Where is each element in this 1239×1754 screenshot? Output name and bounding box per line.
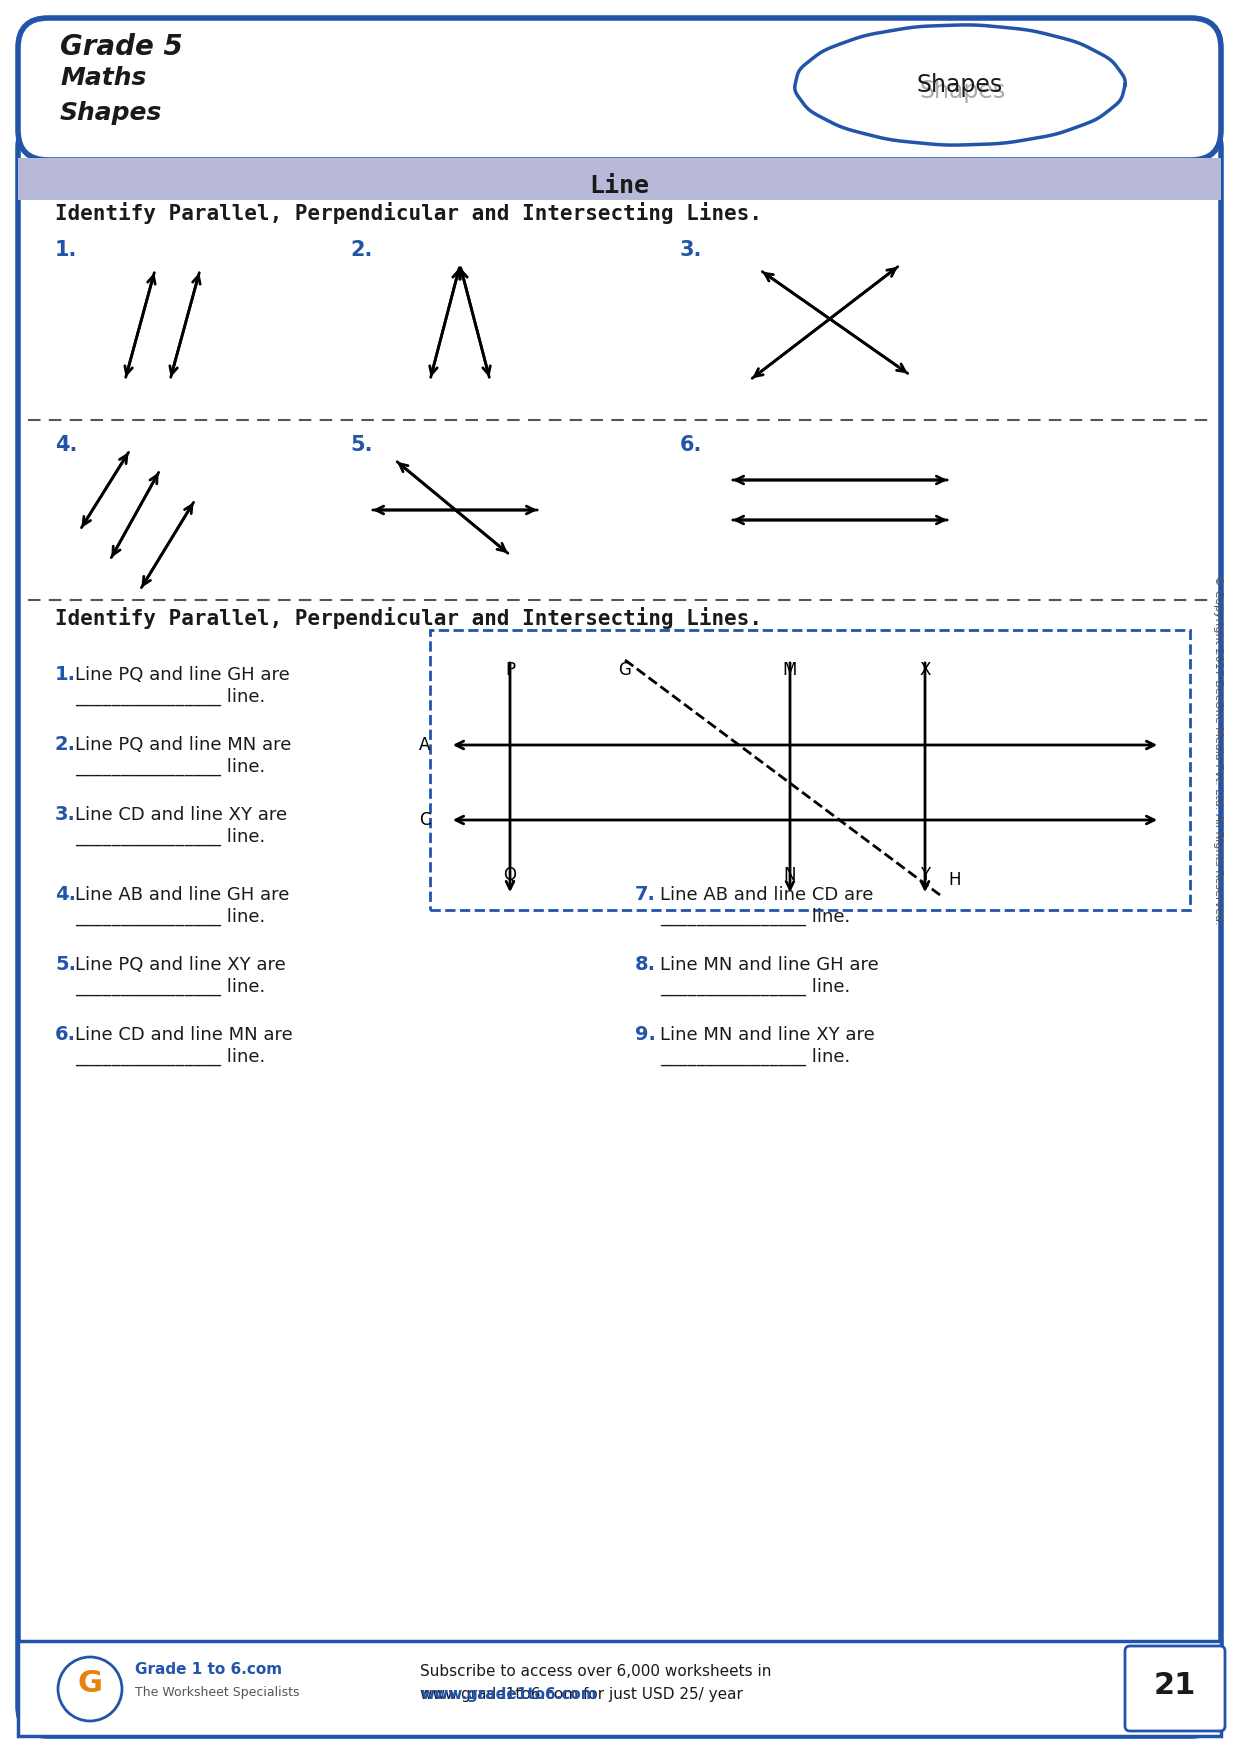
Text: X: X bbox=[919, 661, 930, 679]
Text: Y: Y bbox=[919, 866, 930, 884]
Text: A: A bbox=[419, 737, 431, 754]
Text: ________________ line.: ________________ line. bbox=[76, 828, 265, 845]
Bar bbox=[19, 1642, 1220, 1736]
Text: 6.: 6. bbox=[55, 1024, 76, 1044]
Text: Shapes: Shapes bbox=[917, 74, 1004, 96]
Text: Line PQ and line MN are: Line PQ and line MN are bbox=[76, 737, 291, 754]
Text: M: M bbox=[783, 661, 797, 679]
Text: N: N bbox=[784, 866, 797, 884]
Text: ________________ line.: ________________ line. bbox=[76, 758, 265, 777]
FancyBboxPatch shape bbox=[19, 18, 1220, 160]
Text: 9.: 9. bbox=[636, 1024, 655, 1044]
Text: 3.: 3. bbox=[680, 240, 703, 260]
Text: 3.: 3. bbox=[55, 805, 76, 824]
Text: Subscribe to access over 6,000 worksheets in: Subscribe to access over 6,000 worksheet… bbox=[420, 1665, 772, 1679]
Text: Line CD and line MN are: Line CD and line MN are bbox=[76, 1026, 292, 1044]
Text: Line PQ and line XY are: Line PQ and line XY are bbox=[76, 956, 286, 973]
Text: P: P bbox=[506, 661, 515, 679]
Text: The Worksheet Specialists: The Worksheet Specialists bbox=[135, 1686, 300, 1700]
Text: ________________ line.: ________________ line. bbox=[76, 979, 265, 996]
Text: G: G bbox=[618, 661, 632, 679]
Text: ________________ line.: ________________ line. bbox=[76, 1047, 265, 1066]
Text: Line: Line bbox=[589, 174, 649, 198]
Text: Line MN and line XY are: Line MN and line XY are bbox=[660, 1026, 875, 1044]
Text: Identify Parallel, Perpendicular and Intersecting Lines.: Identify Parallel, Perpendicular and Int… bbox=[55, 202, 762, 225]
Text: 2.: 2. bbox=[55, 735, 76, 754]
Text: 1.: 1. bbox=[55, 240, 77, 260]
Text: 8.: 8. bbox=[636, 954, 655, 973]
Text: ________________ line.: ________________ line. bbox=[660, 909, 850, 926]
Text: H: H bbox=[949, 872, 961, 889]
FancyBboxPatch shape bbox=[1125, 1645, 1225, 1731]
Text: ________________ line.: ________________ line. bbox=[660, 1047, 850, 1066]
Text: 4.: 4. bbox=[55, 435, 77, 454]
FancyBboxPatch shape bbox=[430, 630, 1189, 910]
Text: Maths: Maths bbox=[59, 67, 146, 89]
Bar bbox=[19, 158, 1220, 200]
Circle shape bbox=[58, 1658, 121, 1721]
Text: C: C bbox=[419, 810, 431, 830]
Text: 5.: 5. bbox=[55, 954, 76, 973]
Text: ________________ line.: ________________ line. bbox=[76, 909, 265, 926]
Text: Line AB and line CD are: Line AB and line CD are bbox=[660, 886, 873, 903]
Text: 5.: 5. bbox=[349, 435, 373, 454]
Text: 4.: 4. bbox=[55, 886, 76, 903]
Text: © Copyright 2017 BecOne Media Pvt. Ltd. All Rights Reserved.: © Copyright 2017 BecOne Media Pvt. Ltd. … bbox=[1213, 575, 1223, 924]
Text: 2.: 2. bbox=[349, 240, 373, 260]
Text: G: G bbox=[78, 1670, 103, 1698]
Text: Shapes: Shapes bbox=[59, 102, 162, 125]
Text: ________________ line.: ________________ line. bbox=[660, 979, 850, 996]
Text: ________________ line.: ________________ line. bbox=[76, 688, 265, 707]
Text: Line MN and line GH are: Line MN and line GH are bbox=[660, 956, 878, 973]
Text: 21: 21 bbox=[1154, 1672, 1196, 1700]
Text: Shapes: Shapes bbox=[919, 79, 1006, 103]
Text: Identify Parallel, Perpendicular and Intersecting Lines.: Identify Parallel, Perpendicular and Int… bbox=[55, 607, 762, 630]
FancyBboxPatch shape bbox=[19, 118, 1220, 1736]
Text: 1.: 1. bbox=[55, 665, 76, 684]
Polygon shape bbox=[794, 25, 1125, 146]
Text: Line PQ and line GH are: Line PQ and line GH are bbox=[76, 667, 290, 684]
Text: www.grade1to6.com for just USD 25/ year: www.grade1to6.com for just USD 25/ year bbox=[420, 1687, 743, 1701]
Text: Q: Q bbox=[503, 866, 517, 884]
Text: www.grade1to6.com: www.grade1to6.com bbox=[420, 1687, 597, 1701]
Text: 7.: 7. bbox=[636, 886, 655, 903]
Text: 6.: 6. bbox=[680, 435, 703, 454]
Text: Line AB and line GH are: Line AB and line GH are bbox=[76, 886, 290, 903]
Text: Grade 5: Grade 5 bbox=[59, 33, 182, 61]
Text: Line CD and line XY are: Line CD and line XY are bbox=[76, 807, 287, 824]
Text: Grade 1 to 6.com: Grade 1 to 6.com bbox=[135, 1663, 282, 1677]
